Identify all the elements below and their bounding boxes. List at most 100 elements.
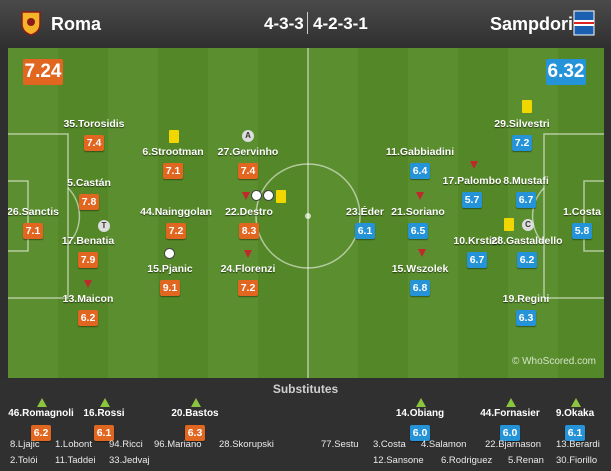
unused-sub[interactable]: 13.Berardi — [556, 439, 600, 450]
goal-ball-icon — [251, 190, 262, 201]
away-team-name[interactable]: Sampdoria — [490, 14, 584, 34]
player-rating: 6.7 — [467, 252, 487, 268]
unused-sub[interactable]: 77.Sestu — [321, 439, 359, 450]
unused-sub[interactable]: 11.Taddei — [55, 455, 96, 466]
player-rating: 6.1 — [565, 425, 585, 441]
sub-on-arrow-icon — [416, 398, 426, 407]
yellow-card-icon — [169, 130, 179, 143]
sub-off-arrow-icon — [242, 192, 250, 200]
unused-sub[interactable]: 1.Lobont — [55, 439, 92, 450]
player-rating: 7.2 — [512, 135, 532, 151]
assist-icon: A — [242, 130, 254, 142]
player-rating: 7.8 — [79, 194, 99, 210]
player-rating: 5.8 — [572, 223, 592, 239]
player-name: 24.Florenzi — [220, 263, 276, 275]
player-rating: 8.3 — [239, 223, 259, 239]
player-rating: 7.2 — [166, 223, 186, 239]
unused-sub[interactable]: 8.Ljajic — [10, 439, 40, 450]
player-name: 20.Bastos — [171, 408, 219, 419]
player-name: 27.Gervinho — [217, 146, 279, 158]
sub-off-arrow-icon — [416, 192, 424, 200]
player-rating: 6.0 — [500, 425, 520, 441]
home-team-name[interactable]: Roma — [51, 14, 102, 34]
player-rating: 6.1 — [94, 425, 114, 441]
pitch: 7.24 6.32 35.Torosidis 7.4 6.Strootman 7… — [8, 48, 604, 378]
goal-ball-icon — [263, 190, 274, 201]
player-name: 9.Okaka — [555, 408, 595, 419]
formation-divider — [307, 12, 308, 34]
unused-sub[interactable]: 28.Skorupski — [219, 439, 274, 450]
player-rating: 6.2 — [517, 252, 537, 268]
player-name: 16.Rossi — [83, 408, 125, 419]
player-name: 1.Costa — [563, 206, 601, 218]
player-name: 14.Obiang — [395, 408, 445, 419]
player-rating: 6.2 — [31, 425, 51, 441]
player-name: 19.Regini — [502, 293, 550, 305]
player-name: 17.Benatia — [61, 235, 115, 247]
player-name: 11.Gabbiadini — [385, 146, 455, 158]
player-name: 23.Éder — [346, 206, 384, 218]
unused-sub[interactable]: 33.Jedvaj — [109, 455, 150, 466]
unused-sub[interactable]: 5.Renan — [508, 455, 544, 466]
player-rating: 6.5 — [408, 223, 428, 239]
player-name: 35.Torosidis — [63, 118, 125, 130]
substitutes-bench: Substitutes 46.Romagnoli 6.2 16.Rossi 6.… — [0, 380, 611, 471]
sub-off-arrow-icon — [470, 161, 478, 169]
unused-sub[interactable]: 12.Sansone — [373, 455, 424, 466]
player-name: 44.Fornasier — [480, 408, 540, 419]
yellow-card-icon — [522, 100, 532, 113]
sub-on-arrow-icon — [37, 398, 47, 407]
player-rating: 6.2 — [78, 310, 98, 326]
player-rating: 6.8 — [410, 280, 430, 296]
unused-sub[interactable]: 4.Salamon — [421, 439, 467, 450]
player-rating: 7.1 — [23, 223, 43, 239]
roma-crest-icon — [21, 11, 41, 36]
player-name: 44.Nainggolan — [140, 206, 212, 218]
player-name: 17.Palombo — [442, 175, 502, 187]
player-name: 26.Sanctis — [8, 206, 59, 218]
captain-icon: C — [522, 219, 534, 231]
player-rating: 6.7 — [516, 192, 536, 208]
player-rating: 7.2 — [238, 280, 258, 296]
player-name: 29.Silvestri — [494, 118, 550, 130]
goal-ball-icon — [164, 248, 175, 259]
player-rating: 6.1 — [355, 223, 375, 239]
player-rating: 6.3 — [516, 310, 536, 326]
unused-sub[interactable]: 22.Bjarnason — [485, 439, 541, 450]
sampdoria-crest-icon — [573, 10, 595, 36]
player-name: 8.Mustafi — [503, 175, 549, 187]
sub-on-arrow-icon — [571, 398, 581, 407]
yellow-card-icon — [276, 190, 286, 203]
match-header: Roma 4-3-3 4-2-3-1 Sampdoria — [0, 0, 611, 47]
player-rating: 5.7 — [462, 192, 482, 208]
player-name: 5.Castán — [67, 177, 111, 189]
unused-sub[interactable]: 30.Fiorillo — [556, 455, 598, 466]
unused-sub[interactable]: 3.Costa — [373, 439, 406, 450]
unused-sub[interactable]: 6.Rodriguez — [441, 455, 493, 466]
sub-off-arrow-icon — [244, 250, 252, 258]
player-rating: 7.9 — [78, 252, 98, 268]
player-name: 13.Maicon — [62, 293, 114, 305]
substitutes-title: Substitutes — [272, 382, 339, 396]
player-name: 15.Pjanic — [147, 263, 193, 275]
player-rating: 6.0 — [410, 425, 430, 441]
sub-on-arrow-icon — [100, 398, 110, 407]
player-name: 28.Gastaldello — [491, 235, 563, 247]
sub-off-arrow-icon — [418, 249, 426, 257]
player-name: 10.Krstici — [453, 235, 501, 247]
unused-sub[interactable]: 94.Ricci — [109, 439, 143, 450]
player-name: 21.Soriano — [391, 206, 445, 218]
player-name: 22.Destro — [225, 206, 273, 218]
tactical-icon: T — [98, 220, 110, 232]
player-rating: 9.1 — [160, 280, 180, 296]
sub-on-arrow-icon — [506, 398, 516, 407]
pitch-markings — [8, 48, 604, 378]
player-name: 6.Strootman — [142, 146, 204, 158]
home-overall-rating: 7.24 — [23, 59, 63, 85]
player-rating: 7.1 — [163, 163, 183, 179]
unused-sub[interactable]: 96.Mariano — [154, 439, 202, 450]
player-rating: 6.4 — [410, 163, 430, 179]
unused-sub[interactable]: 2.Tolói — [10, 455, 38, 466]
player-name: 15.Wszolek — [391, 263, 449, 275]
away-formation: 4-2-3-1 — [313, 14, 368, 33]
